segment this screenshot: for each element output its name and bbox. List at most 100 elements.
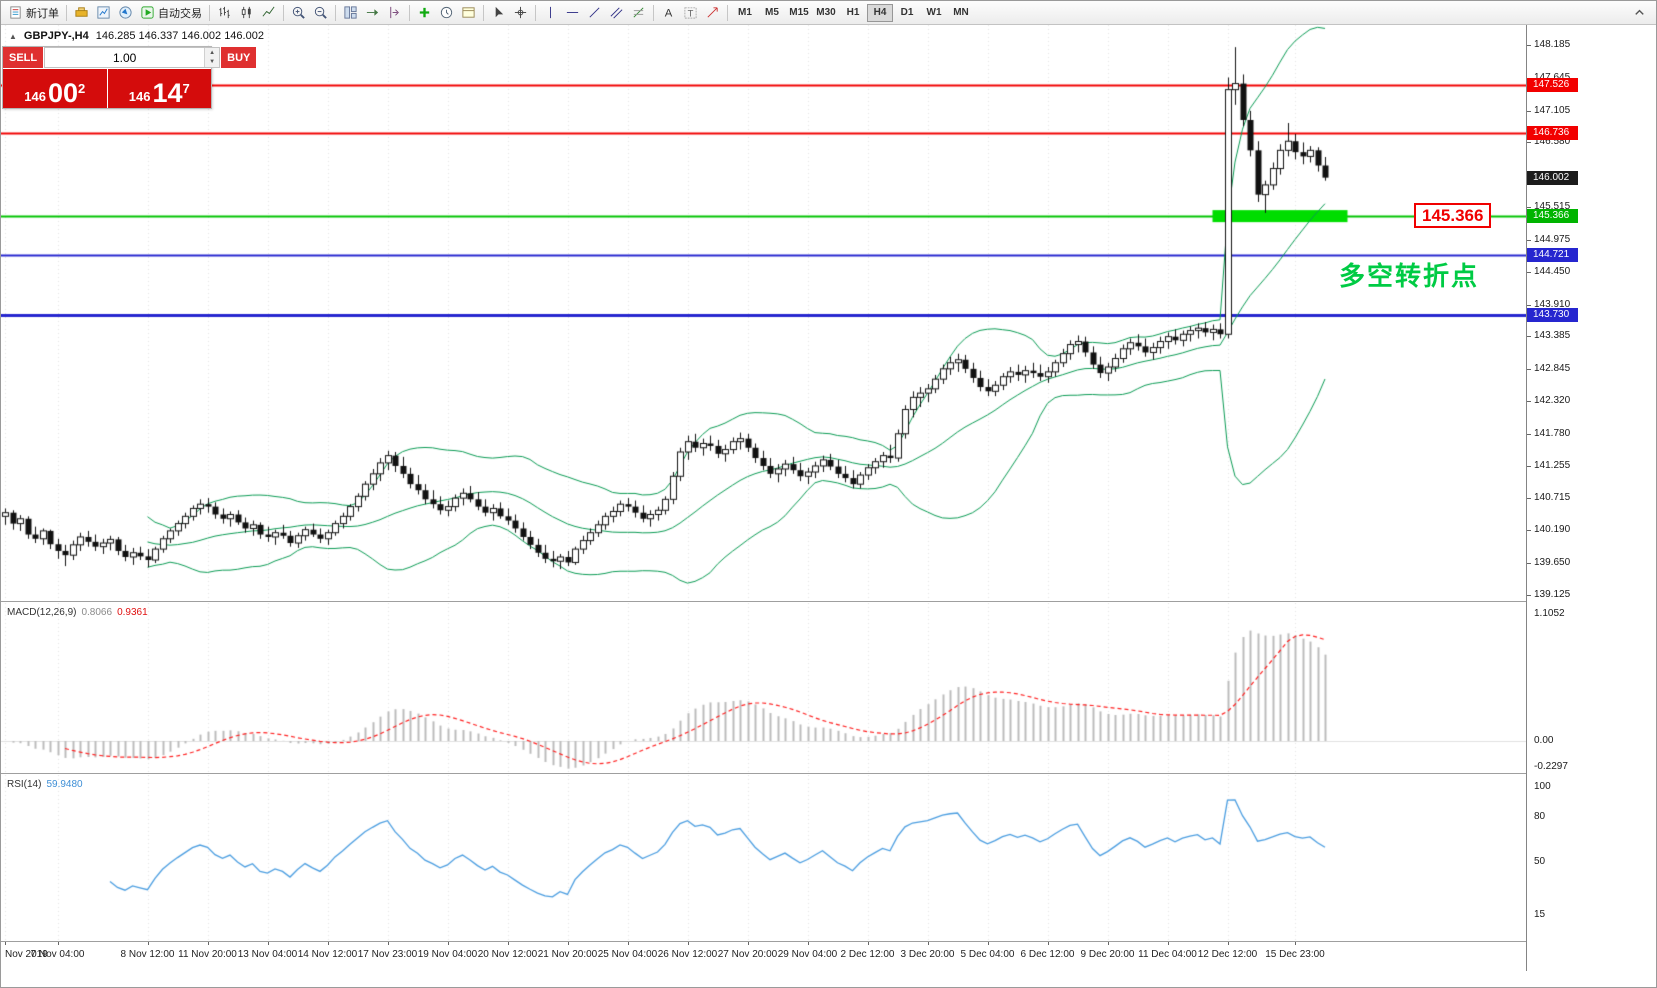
panel-separator[interactable]: [1, 773, 1656, 774]
buy-price-display[interactable]: 146 14 7: [107, 69, 211, 108]
auto-scroll-button[interactable]: [362, 3, 383, 23]
price-scale[interactable]: 148.185147.645147.105146.580145.515144.9…: [1526, 25, 1656, 971]
templates-icon: [461, 5, 476, 20]
periods-icon: [439, 5, 454, 20]
timeframe-m30-button[interactable]: M30: [813, 4, 839, 22]
time-tick: [567, 941, 569, 945]
zoom-out-button[interactable]: [310, 3, 331, 23]
time-tick: [987, 941, 989, 945]
toolbar-separator: [653, 4, 654, 21]
chart-shift-button[interactable]: [384, 3, 405, 23]
indicators-icon: [417, 5, 432, 20]
time-tick: [1227, 941, 1229, 945]
autotrade-button[interactable]: 自动交易: [137, 3, 205, 23]
lot-increase-button[interactable]: ▲: [205, 48, 220, 58]
cursor-button[interactable]: [488, 3, 509, 23]
chevron-up-icon: [1632, 5, 1647, 20]
chart-shift-icon: [387, 5, 402, 20]
time-label: 14 Nov 12:00: [297, 949, 358, 960]
zoom-out-icon: [313, 5, 328, 20]
main-chart-canvas[interactable]: [1, 25, 1526, 601]
new-order-button-label: 新订单: [26, 7, 59, 20]
toolbar-separator: [66, 4, 67, 21]
toolbar-separator: [283, 4, 284, 21]
macd-axis-label: -0.2297: [1534, 761, 1568, 773]
timeframe-m1-button[interactable]: M1: [732, 4, 758, 22]
line-chart-button[interactable]: [258, 3, 279, 23]
lot-size-input[interactable]: [45, 48, 205, 67]
indicators-button[interactable]: [414, 3, 435, 23]
fibonacci-button[interactable]: [628, 3, 649, 23]
quote-bar: ▲ GBPJPY-,H4 146.285 146.337 146.002 146…: [9, 30, 264, 42]
sell-button[interactable]: SELL: [3, 47, 44, 68]
time-label: 9 Dec 20:00: [1080, 949, 1135, 960]
time-tick: [387, 941, 389, 945]
trendline-icon: [587, 5, 602, 20]
macd-panel-canvas[interactable]: [1, 603, 1526, 773]
buy-button[interactable]: BUY: [221, 47, 257, 68]
zoom-in-button[interactable]: [288, 3, 309, 23]
lot-decrease-button[interactable]: ▼: [205, 57, 220, 67]
macd-axis-label: 1.1052: [1534, 607, 1565, 619]
text-button[interactable]: A: [658, 3, 679, 23]
time-label: 11 Dec 04:00: [1138, 949, 1197, 960]
navigator-button[interactable]: [115, 3, 136, 23]
symbol-up-icon: ▲: [9, 31, 17, 41]
time-tick: [57, 941, 59, 945]
macd-axis-label: 0.00: [1534, 735, 1554, 746]
macd-value: 0.8066: [81, 607, 113, 618]
templates-button[interactable]: [458, 3, 479, 23]
tile-windows-button[interactable]: [340, 3, 361, 23]
support-price-label[interactable]: 145.366: [1414, 203, 1492, 228]
time-label: 15 Dec 23:00: [1265, 949, 1325, 960]
rsi-value: 59.9480: [46, 779, 83, 790]
time-tick: [627, 941, 629, 945]
channel-button[interactable]: [606, 3, 627, 23]
symbols-button[interactable]: [71, 3, 92, 23]
time-scale[interactable]: Nov 2019 7 Nov 04:00 8 Nov 12:00 11 Nov 20:…: [1, 941, 1526, 987]
time-tick: [1107, 941, 1109, 945]
market-watch-icon: [96, 5, 111, 20]
price-tick: 143.910: [1526, 298, 1571, 310]
timeframe-m5-button[interactable]: M5: [759, 4, 785, 22]
svg-text:T: T: [688, 8, 694, 18]
macd-indicator-label: MACD(12,26,9) 0.8066 0.9361: [7, 607, 148, 618]
timeframe-m15-button[interactable]: M15: [786, 4, 812, 22]
new-order-button[interactable]: 新订单: [5, 3, 62, 23]
sell-price-prefix: 146: [24, 89, 46, 104]
candlestick-button[interactable]: [236, 3, 257, 23]
toolbar-separator: [409, 4, 410, 21]
vertical-line-icon: [543, 5, 558, 20]
horizontal-line-button[interactable]: [562, 3, 583, 23]
line-chart-icon: [261, 5, 276, 20]
timeframe-mn-button[interactable]: MN: [948, 4, 974, 22]
timeframe-h1-button[interactable]: H1: [840, 4, 866, 22]
periods-button[interactable]: [436, 3, 457, 23]
price-tick: 147.105: [1526, 104, 1571, 116]
price-tag: 147.526: [1527, 78, 1578, 93]
bar-chart-button[interactable]: [214, 3, 235, 23]
text-label-icon: T: [683, 5, 698, 20]
vertical-line-button[interactable]: [540, 3, 561, 23]
arrows-button[interactable]: [702, 3, 723, 23]
turning-point-annotation[interactable]: 多空转折点: [1339, 261, 1480, 291]
timeframe-w1-button[interactable]: W1: [921, 4, 947, 22]
time-label: 27 Nov 20:00: [717, 949, 778, 960]
buy-price-pipette: 7: [182, 81, 190, 96]
market-watch-button[interactable]: [93, 3, 114, 23]
rsi-panel-canvas[interactable]: [1, 775, 1526, 941]
time-label: 11 Nov 20:00: [178, 949, 237, 960]
time-label: 26 Nov 12:00: [657, 949, 718, 960]
text-label-button[interactable]: T: [680, 3, 701, 23]
timeframe-d1-button[interactable]: D1: [894, 4, 920, 22]
toolbar-collapse-button[interactable]: [1629, 3, 1650, 23]
timeframe-h4-button[interactable]: H4: [867, 3, 893, 22]
crosshair-button[interactable]: [510, 3, 531, 23]
time-label: 19 Nov 04:00: [417, 949, 478, 960]
time-label: 7 Nov 04:00: [30, 949, 85, 960]
trendline-button[interactable]: [584, 3, 605, 23]
panel-separator[interactable]: [1, 601, 1656, 602]
symbols-icon: [74, 5, 89, 20]
sell-price-display[interactable]: 146 00 2: [3, 69, 107, 108]
time-tick: [447, 941, 449, 945]
